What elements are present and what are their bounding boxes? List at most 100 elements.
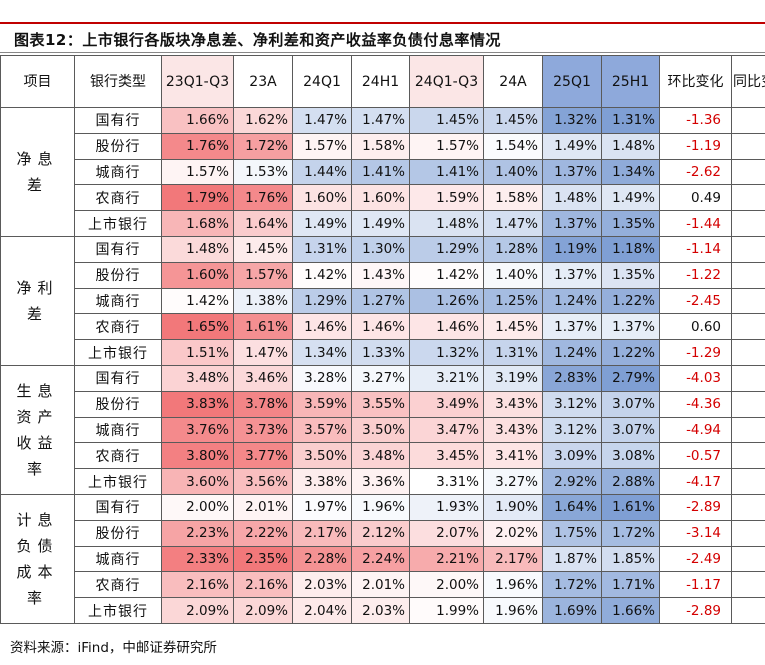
- value-cell: 3.57%: [292, 416, 352, 444]
- metric-group-label: 净息差: [0, 107, 75, 237]
- bank-type-cell: 上市银行: [74, 597, 162, 624]
- qoq-change-cell: -1.14: [659, 235, 732, 263]
- bank-type-cell: 股份行: [74, 390, 162, 418]
- table-row: 净息差 国有行 1.66% 1.62% 1.47% 1.47% 1.45% 1.45% 1.32…: [0, 107, 765, 237]
- value-cell: 2.12%: [351, 519, 410, 547]
- value-cell: 3.48%: [161, 364, 234, 392]
- value-cell: 1.34%: [601, 158, 660, 186]
- value-cell: 2.03%: [351, 597, 410, 624]
- value-cell: 3.36%: [351, 468, 410, 495]
- qoq-change-cell: -3.14: [659, 519, 732, 547]
- table-row: 农商行 1.79% 1.76% 1.60% 1.60% 1.59% 1.58% 1.48% 1.…: [1, 184, 765, 212]
- value-cell: 1.48%: [409, 210, 484, 237]
- value-cell: 1.87%: [542, 545, 602, 573]
- bank-type-cell: 农商行: [74, 184, 162, 212]
- value-cell: 1.35%: [601, 210, 660, 237]
- value-cell: 3.41%: [483, 442, 543, 470]
- yoy-change-cell: -: [731, 287, 765, 315]
- value-cell: 1.40%: [483, 261, 543, 289]
- value-cell: 3.21%: [409, 364, 484, 392]
- value-cell: 1.96%: [483, 597, 543, 624]
- value-cell: 2.01%: [351, 571, 410, 599]
- yoy-change-cell: -3: [731, 545, 765, 573]
- yoy-change-cell: -3: [731, 571, 765, 599]
- table-row: 农商行 3.80% 3.77% 3.50% 3.48% 3.45% 3.41% 3.09% 3.…: [1, 442, 765, 470]
- figure-caption: 图表12：上市银行各版块净息差、净利差和资产收益率负债付息率情况: [14, 31, 501, 49]
- qoq-change-cell: -4.17: [659, 468, 732, 495]
- value-cell: 1.76%: [161, 132, 234, 160]
- value-cell: 3.19%: [483, 364, 543, 392]
- value-cell: 1.35%: [601, 261, 660, 289]
- value-cell: 1.30%: [351, 235, 410, 263]
- column-header: 23Q1-Q3: [161, 55, 234, 108]
- value-cell: 1.58%: [483, 184, 543, 212]
- value-cell: 1.79%: [161, 184, 234, 212]
- bank-type-cell: 城商行: [74, 158, 162, 186]
- value-cell: 1.45%: [409, 107, 484, 134]
- bank-type-cell: 城商行: [74, 545, 162, 573]
- value-cell: 3.50%: [351, 416, 410, 444]
- value-cell: 3.83%: [161, 390, 234, 418]
- value-cell: 1.60%: [351, 184, 410, 212]
- value-cell: 3.45%: [409, 442, 484, 470]
- value-cell: 1.68%: [161, 210, 234, 237]
- source-note: 资料来源：iFind，中邮证券研究所: [10, 640, 217, 656]
- column-header: 同比变化: [731, 55, 765, 108]
- value-cell: 1.37%: [542, 261, 602, 289]
- value-cell: 1.75%: [542, 519, 602, 547]
- value-cell: 1.41%: [409, 158, 484, 186]
- table-row: 城商行 2.33% 2.35% 2.28% 2.24% 2.21% 2.17% 1.87% 1.…: [1, 545, 765, 573]
- value-cell: 1.59%: [409, 184, 484, 212]
- value-cell: 1.22%: [601, 339, 660, 366]
- value-cell: 1.46%: [351, 313, 410, 341]
- value-cell: 1.34%: [292, 339, 352, 366]
- value-cell: 1.22%: [601, 287, 660, 315]
- value-cell: 1.42%: [161, 287, 234, 315]
- qoq-change-cell: -2.89: [659, 493, 732, 521]
- value-cell: 2.16%: [161, 571, 234, 599]
- value-cell: 1.90%: [483, 493, 543, 521]
- value-cell: 1.42%: [292, 261, 352, 289]
- yoy-change-cell: -: [731, 132, 765, 160]
- yoy-change-cell: -3: [731, 442, 765, 470]
- value-cell: 2.83%: [542, 364, 602, 392]
- value-cell: 1.37%: [542, 158, 602, 186]
- value-cell: 1.85%: [601, 545, 660, 573]
- qoq-change-cell: -1.22: [659, 261, 732, 289]
- bank-type-cell: 农商行: [74, 313, 162, 341]
- table-container: 项目 银行类型 23Q1-Q3 23A 24Q1 24H1 24Q1-Q3 24A 25Q1 25…: [0, 55, 765, 630]
- value-cell: 2.09%: [161, 597, 234, 624]
- value-cell: 1.49%: [292, 210, 352, 237]
- value-cell: 1.18%: [601, 235, 660, 263]
- value-cell: 2.01%: [233, 493, 293, 521]
- table-row: 股份行 2.23% 2.22% 2.17% 2.12% 2.07% 2.02% 1.75% 1.…: [1, 519, 765, 547]
- value-cell: 1.66%: [161, 107, 234, 134]
- value-cell: 1.54%: [483, 132, 543, 160]
- value-cell: 1.47%: [292, 107, 352, 134]
- table-row: 上市银行 1.68% 1.64% 1.49% 1.49% 1.48% 1.47% 1.37% 1…: [1, 210, 765, 237]
- value-cell: 3.28%: [292, 364, 352, 392]
- qoq-change-cell: -1.44: [659, 210, 732, 237]
- bank-type-cell: 农商行: [74, 571, 162, 599]
- qoq-change-cell: -2.89: [659, 597, 732, 624]
- table-row: 股份行 3.83% 3.78% 3.59% 3.55% 3.49% 3.43% 3.12% 3.…: [1, 390, 765, 418]
- value-cell: 1.45%: [483, 313, 543, 341]
- column-header: 环比变化: [659, 55, 732, 108]
- value-cell: 2.17%: [292, 519, 352, 547]
- value-cell: 3.80%: [161, 442, 234, 470]
- value-cell: 2.33%: [161, 545, 234, 573]
- bank-type-cell: 国有行: [74, 493, 162, 521]
- value-cell: 2.22%: [233, 519, 293, 547]
- value-cell: 1.57%: [233, 261, 293, 289]
- value-cell: 3.56%: [233, 468, 293, 495]
- value-cell: 1.45%: [233, 235, 293, 263]
- value-cell: 1.69%: [542, 597, 602, 624]
- value-cell: 1.40%: [483, 158, 543, 186]
- bank-type-cell: 国有行: [74, 107, 162, 134]
- value-cell: 2.02%: [483, 519, 543, 547]
- value-cell: 1.66%: [601, 597, 660, 624]
- column-header: 23A: [233, 55, 293, 108]
- value-cell: 2.28%: [292, 545, 352, 573]
- value-cell: 2.16%: [233, 571, 293, 599]
- metric-group-label: 计息负债成本率: [0, 493, 75, 624]
